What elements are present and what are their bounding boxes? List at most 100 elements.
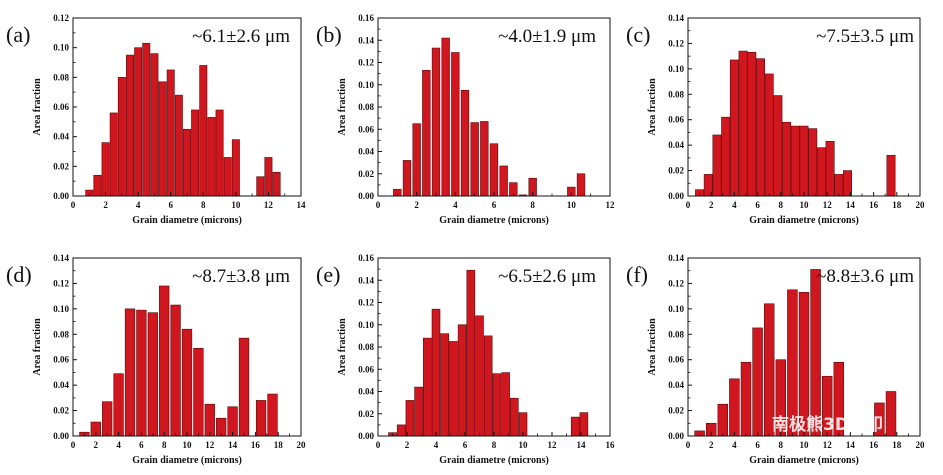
bar bbox=[126, 54, 134, 197]
y-axis-label: Area fraction bbox=[337, 78, 348, 136]
bar bbox=[136, 309, 147, 437]
x-tick-label: 0 bbox=[686, 200, 691, 210]
y-tick-label: 0.10 bbox=[358, 320, 374, 330]
x-tick-label: 0 bbox=[686, 440, 691, 450]
panel-label: (c) bbox=[626, 22, 650, 47]
bar bbox=[256, 176, 265, 197]
x-axis-label: Grain diametre (microns) bbox=[749, 215, 859, 226]
y-tick-label: 0.14 bbox=[358, 275, 374, 285]
bar bbox=[752, 327, 763, 437]
x-tick-label: 16 bbox=[869, 200, 879, 210]
mean-size-annotation: ~6.1±2.6 μm bbox=[192, 26, 290, 47]
x-tick-label: 20 bbox=[297, 440, 307, 450]
bar bbox=[204, 403, 215, 437]
x-tick-label: 18 bbox=[892, 440, 902, 450]
x-tick-label: 2 bbox=[103, 200, 108, 210]
bar bbox=[825, 141, 835, 197]
y-tick-label: 0.12 bbox=[53, 278, 69, 288]
bar bbox=[740, 361, 752, 437]
bar bbox=[570, 416, 580, 437]
bar bbox=[808, 128, 818, 197]
bar bbox=[191, 109, 200, 197]
panel-label: (a) bbox=[6, 22, 30, 47]
x-tick-label: 18 bbox=[274, 440, 284, 450]
x-tick-label: 0 bbox=[376, 440, 381, 450]
x-tick-label: 20 bbox=[916, 440, 926, 450]
x-tick-label: 2 bbox=[709, 440, 714, 450]
bar bbox=[109, 112, 118, 197]
y-axis-label: Area fraction bbox=[32, 78, 43, 136]
x-tick-label: 10 bbox=[800, 200, 810, 210]
x-tick-label: 16 bbox=[606, 440, 616, 450]
bar bbox=[267, 393, 278, 437]
x-tick-label: 0 bbox=[71, 200, 76, 210]
x-tick-label: 4 bbox=[136, 200, 141, 210]
panel-d: 0 2 4 6 8 10 12 14 16 18 20 0.00 0.02 0.04 0.06 0.08 0.1… bbox=[6, 253, 306, 466]
bar bbox=[466, 269, 476, 437]
y-tick-label: 0.06 bbox=[668, 115, 684, 125]
bar bbox=[264, 157, 273, 197]
bar bbox=[223, 157, 232, 197]
bar bbox=[113, 373, 124, 437]
y-tick-label: 0.04 bbox=[358, 387, 374, 397]
y-tick-label: 0.16 bbox=[358, 13, 374, 23]
panel-label: (f) bbox=[626, 262, 648, 287]
x-tick-label: 16 bbox=[869, 440, 879, 450]
x-tick-label: 12 bbox=[823, 440, 833, 450]
bar bbox=[101, 142, 110, 197]
bar bbox=[721, 116, 731, 197]
bar bbox=[480, 121, 489, 197]
y-tick-label: 0.08 bbox=[53, 72, 69, 82]
y-tick-label: 0.10 bbox=[53, 304, 69, 314]
y-tick-label: 0.06 bbox=[53, 355, 69, 365]
y-tick-label: 0.02 bbox=[668, 406, 684, 416]
bar bbox=[457, 324, 467, 437]
mean-size-annotation: ~8.8±3.6 μm bbox=[816, 266, 914, 287]
bar bbox=[729, 59, 739, 197]
bar bbox=[423, 337, 432, 437]
y-tick-label: 0.02 bbox=[53, 406, 69, 416]
y-tick-label: 0.00 bbox=[53, 431, 69, 441]
x-tick-label: 8 bbox=[779, 440, 784, 450]
x-tick-label: 0 bbox=[376, 200, 381, 210]
x-tick-label: 12 bbox=[606, 200, 616, 210]
x-tick-label: 12 bbox=[264, 200, 274, 210]
y-tick-label: 0.14 bbox=[358, 35, 374, 45]
bar bbox=[799, 125, 809, 197]
y-tick-label: 0.12 bbox=[358, 58, 374, 68]
bar bbox=[885, 391, 897, 437]
x-tick-label: 6 bbox=[168, 200, 173, 210]
y-tick-label: 0.02 bbox=[53, 161, 69, 171]
bar bbox=[402, 160, 412, 197]
bar bbox=[886, 155, 896, 197]
bar bbox=[150, 53, 159, 197]
bar bbox=[102, 401, 113, 437]
x-tick-label: 8 bbox=[201, 200, 206, 210]
x-tick-label: 4 bbox=[434, 440, 439, 450]
x-tick-label: 10 bbox=[519, 440, 529, 450]
bar bbox=[272, 171, 281, 197]
bar bbox=[747, 52, 757, 197]
mean-size-annotation: ~6.5±2.6 μm bbox=[498, 266, 596, 287]
x-axis-label: Grain diametre (microns) bbox=[132, 215, 242, 226]
bar bbox=[441, 37, 450, 197]
bar bbox=[117, 77, 126, 197]
y-tick-label: 0.02 bbox=[358, 169, 374, 179]
bar bbox=[499, 165, 508, 197]
bar bbox=[712, 134, 722, 197]
y-tick-label: 0.16 bbox=[358, 253, 374, 263]
bar bbox=[181, 328, 193, 437]
x-tick-label: 10 bbox=[800, 440, 810, 450]
bar bbox=[255, 400, 267, 437]
panel-f: 0 2 4 6 8 10 12 14 16 18 20 0.00 0.02 0.04 0.06 0.08 0.1… bbox=[626, 253, 925, 466]
bar bbox=[238, 337, 250, 437]
y-tick-label: 0.14 bbox=[668, 13, 684, 23]
bar bbox=[93, 174, 102, 197]
bar bbox=[396, 424, 406, 437]
bar bbox=[483, 335, 493, 437]
bar bbox=[166, 69, 175, 197]
bar bbox=[440, 333, 449, 437]
bar bbox=[227, 406, 238, 437]
bar bbox=[147, 312, 158, 437]
y-tick-label: 0.00 bbox=[668, 191, 684, 201]
